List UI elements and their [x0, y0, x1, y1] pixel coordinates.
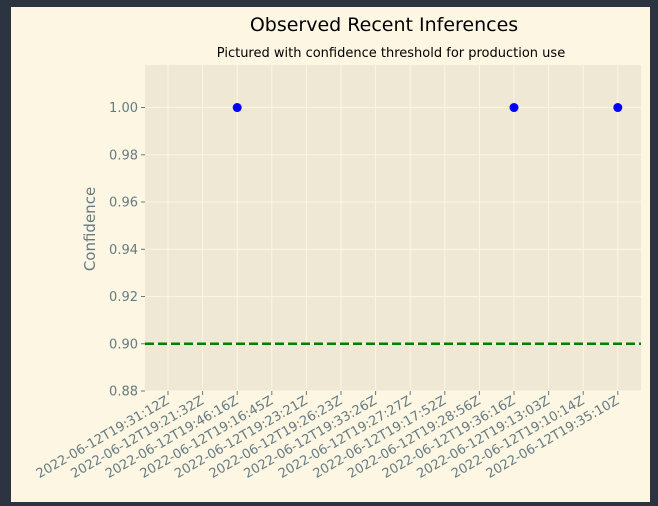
chart-subtitle: Pictured with confidence threshold for p… [217, 46, 565, 61]
plot-area [145, 65, 641, 391]
y-tick-label: 0.90 [109, 337, 138, 352]
chart-figure: Observed Recent Inferences Pictured with… [11, 7, 650, 502]
y-tick-label: 1.00 [109, 101, 138, 116]
chart-title: Observed Recent Inferences [250, 14, 518, 36]
y-axis: 0.88 0.90 0.92 0.94 0.96 0.98 1.00 [109, 101, 145, 400]
data-point [232, 103, 242, 113]
y-tick-label: 0.98 [109, 148, 138, 163]
y-tick-label: 0.94 [109, 243, 138, 258]
scatter-chart: Observed Recent Inferences Pictured with… [34, 14, 641, 482]
data-point [509, 103, 519, 113]
y-tick-label: 0.96 [109, 196, 138, 211]
data-points [232, 103, 623, 113]
y-tick-label: 0.92 [109, 290, 138, 305]
y-axis-label: Confidence [81, 187, 99, 271]
x-axis: 2022-06-12T19:31:12Z2022-06-12T19:21:32Z… [34, 391, 622, 482]
data-point [613, 103, 623, 113]
grid-lines [145, 65, 641, 392]
y-tick-label: 0.88 [109, 385, 138, 400]
